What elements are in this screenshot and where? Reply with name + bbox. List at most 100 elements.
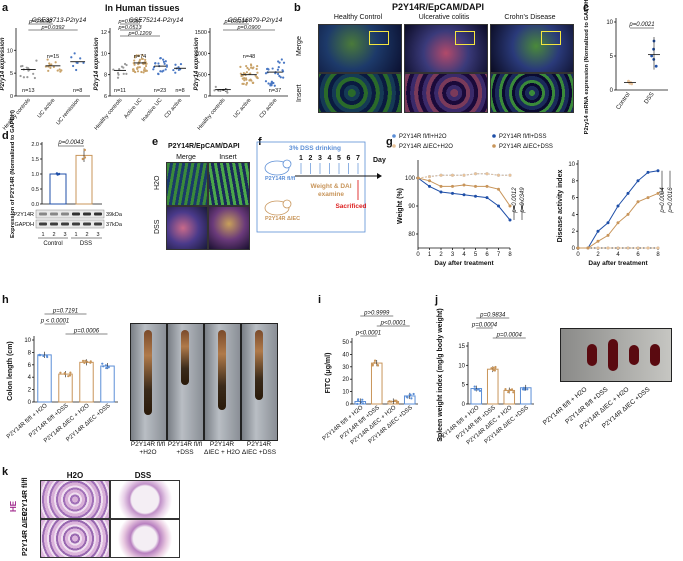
data-point bbox=[494, 366, 497, 370]
data-point bbox=[373, 359, 377, 362]
data-point bbox=[267, 68, 270, 71]
data-point bbox=[243, 79, 246, 82]
data-point bbox=[485, 172, 489, 176]
data-point bbox=[48, 62, 51, 65]
data-point bbox=[522, 386, 525, 389]
sample-size: n=23 bbox=[154, 88, 166, 94]
lane-number: 1 bbox=[74, 232, 77, 238]
y-tick-label: 0 bbox=[346, 402, 350, 408]
data-point bbox=[256, 64, 259, 68]
panel-h-letter: h bbox=[2, 294, 9, 306]
bar bbox=[100, 365, 115, 403]
data-point bbox=[144, 58, 147, 61]
data-point bbox=[68, 374, 72, 377]
y-tick-label: 1.0 bbox=[31, 172, 39, 178]
p-value: p=0.9834 bbox=[479, 313, 506, 319]
lane-number: 3 bbox=[96, 232, 99, 238]
panel-b-col-uc: Ulcerative colitis bbox=[418, 14, 470, 21]
data-point bbox=[73, 52, 76, 55]
data-point bbox=[606, 221, 610, 225]
p-value: p=0.0016 bbox=[668, 187, 674, 214]
p-value: p=0.0012 bbox=[512, 187, 518, 214]
data-point bbox=[122, 66, 125, 69]
data-point bbox=[144, 69, 147, 72]
spleen-specimen bbox=[629, 345, 639, 365]
group-label: DSS bbox=[644, 92, 656, 106]
panel-g-plots: P2Y14R fl/fl+H2O P2Y14R fl/fl+DSS P2Y14R Δ… bbox=[392, 134, 674, 267]
data-point bbox=[138, 66, 141, 69]
x-tick-label: 0 bbox=[416, 252, 420, 258]
data-point bbox=[462, 173, 466, 177]
data-point bbox=[509, 388, 512, 392]
data-point bbox=[492, 369, 495, 372]
plot-title: GSE75214-P2ry14 bbox=[129, 17, 184, 24]
data-point bbox=[177, 66, 180, 69]
y-tick-label: 10 bbox=[101, 51, 107, 57]
x-tick-label: 3 bbox=[451, 252, 455, 258]
data-point bbox=[162, 58, 165, 61]
day-number: 1 bbox=[299, 155, 303, 162]
data-point bbox=[133, 59, 136, 62]
y-tick-label: 6 bbox=[572, 196, 576, 202]
panel-e-letter: e bbox=[152, 136, 159, 148]
micrograph-image bbox=[208, 162, 250, 206]
blot-band bbox=[39, 212, 47, 216]
data-point bbox=[273, 84, 276, 87]
data-point bbox=[118, 68, 121, 71]
spleen-specimen bbox=[608, 339, 618, 371]
data-point bbox=[478, 389, 482, 392]
blot-strip bbox=[35, 209, 105, 219]
data-point bbox=[19, 74, 22, 78]
blot-band bbox=[39, 222, 47, 226]
he-section-image bbox=[110, 480, 180, 519]
y-tick-label: 10 bbox=[342, 390, 349, 396]
zoom-inset-box bbox=[369, 31, 389, 45]
data-point bbox=[271, 67, 274, 70]
panel-e-row-h2o: H2O bbox=[154, 175, 161, 190]
data-point bbox=[251, 81, 254, 84]
x-tick-label: 8 bbox=[656, 252, 660, 258]
data-point bbox=[606, 233, 610, 237]
data-point bbox=[56, 69, 59, 72]
mouse-label: P2Y14R fl/fl bbox=[265, 176, 296, 182]
x-tick-label: 4 bbox=[616, 252, 620, 258]
data-point bbox=[27, 69, 30, 72]
p-value: p=0.0004 bbox=[471, 323, 498, 329]
p-value: p<0.0001 bbox=[355, 331, 381, 337]
data-point bbox=[646, 246, 650, 250]
data-point bbox=[428, 179, 431, 183]
data-point bbox=[83, 156, 87, 159]
y-axis-label: FITC (μg/ml) bbox=[325, 353, 332, 394]
data-point bbox=[616, 204, 620, 208]
data-point bbox=[241, 82, 244, 85]
y-tick-label: 10 bbox=[7, 48, 13, 54]
lane-number: 2 bbox=[52, 232, 55, 238]
data-point bbox=[45, 354, 48, 357]
colon-photo bbox=[130, 323, 167, 441]
data-point bbox=[49, 66, 52, 69]
data-point bbox=[654, 64, 658, 68]
bar bbox=[75, 154, 93, 205]
data-point bbox=[133, 63, 136, 66]
data-point bbox=[473, 385, 476, 388]
data-point bbox=[508, 204, 512, 208]
data-point bbox=[54, 61, 57, 64]
data-point bbox=[214, 85, 217, 88]
data-point bbox=[86, 360, 89, 363]
y-tick-label: 6 bbox=[104, 94, 107, 100]
data-point bbox=[596, 246, 600, 250]
data-point bbox=[636, 200, 640, 204]
y-tick-label: 6 bbox=[28, 363, 32, 369]
p-value: p=0.0057 bbox=[117, 19, 142, 25]
data-point bbox=[416, 176, 420, 180]
bar bbox=[370, 362, 383, 405]
data-point bbox=[75, 68, 78, 72]
data-point bbox=[47, 69, 50, 72]
data-point bbox=[152, 66, 156, 69]
data-point bbox=[626, 191, 630, 195]
he-section-image bbox=[40, 480, 110, 519]
blot-band bbox=[72, 222, 80, 226]
panel-b-row-merge: Merge bbox=[296, 36, 303, 56]
data-point bbox=[473, 388, 476, 391]
y-tick-label: 2.0 bbox=[31, 142, 39, 148]
